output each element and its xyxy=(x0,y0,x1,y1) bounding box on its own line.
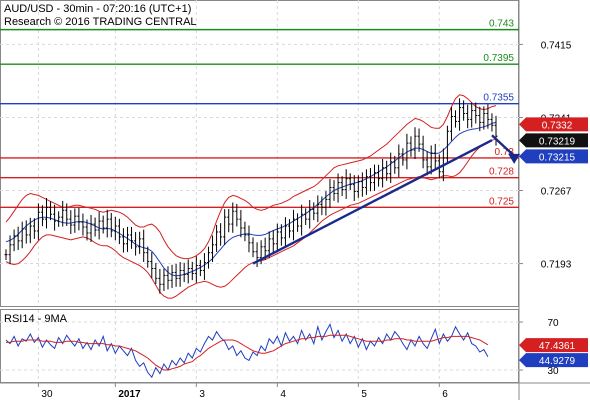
rsi-tag-label: 47.4361 xyxy=(539,341,576,352)
price-tick-label: 0.7267 xyxy=(541,187,572,198)
rsi-tag-box xyxy=(519,353,588,368)
level-label: 0.725 xyxy=(489,196,514,207)
rsi-tick-label: 70 xyxy=(547,318,559,329)
rsi-panel-frame xyxy=(0,309,519,383)
price-tag-box xyxy=(519,149,588,164)
level-label: 0.743 xyxy=(489,19,514,30)
level-lines: 0.743 0.7395 0.7355 0.73 0.728 0.725 xyxy=(0,19,519,208)
rsi-panel-title: RSI14 - 9MA xyxy=(4,313,68,325)
forecast-arrow-head xyxy=(508,153,521,164)
bollinger-lower xyxy=(5,138,497,299)
time-tick-label: 2017 xyxy=(118,389,141,400)
rsi-lines xyxy=(5,323,489,379)
level-label: 0.7355 xyxy=(483,93,514,104)
level-label: 0.728 xyxy=(489,167,514,178)
chart-header-copyright: Research © 2016 TRADING CENTRAL xyxy=(4,16,197,28)
rsi-tag-label: 44.9279 xyxy=(539,356,576,367)
price-tick-label: 0.7193 xyxy=(541,260,572,271)
price-tag-label: 0.73219 xyxy=(539,136,576,147)
price-tag-box xyxy=(519,117,588,132)
trendline-group xyxy=(252,134,521,265)
rsi-tag-box xyxy=(519,338,588,353)
price-tag-label: 0.73215 xyxy=(539,152,576,163)
candles xyxy=(4,98,498,294)
level-label: 0.7395 xyxy=(483,53,514,64)
time-tick-label: 6 xyxy=(442,389,448,400)
time-tick-label: 5 xyxy=(361,389,367,400)
chart-header-symbol: AUD/USD - 30min - 07:20:16 (UTC+1) xyxy=(4,3,191,15)
rsi-tick-label: 30 xyxy=(547,366,559,377)
time-tick-label: 4 xyxy=(280,389,286,400)
price-tag-box xyxy=(519,133,588,148)
rsi-line xyxy=(5,323,489,379)
price-tag-label: 0.7332 xyxy=(542,120,573,131)
time-axis-ticks: 30 2017 3 4 5 6 xyxy=(37,383,448,400)
bollinger-upper xyxy=(5,94,497,260)
price-tick-label: 0.7415 xyxy=(541,40,572,51)
grid xyxy=(0,0,519,382)
trendline xyxy=(252,139,493,265)
moving-average xyxy=(5,121,497,277)
time-tick-label: 30 xyxy=(41,389,53,400)
time-tick-label: 3 xyxy=(199,389,205,400)
forecast-arrow-shaft xyxy=(491,134,515,157)
level-label: 0.73 xyxy=(495,147,515,158)
bollinger-bands xyxy=(5,94,497,299)
rsi-ma-line xyxy=(6,334,489,371)
price-tags: 0.7332 0.73219 0.73215 47.4361 44.9279 xyxy=(519,117,588,368)
